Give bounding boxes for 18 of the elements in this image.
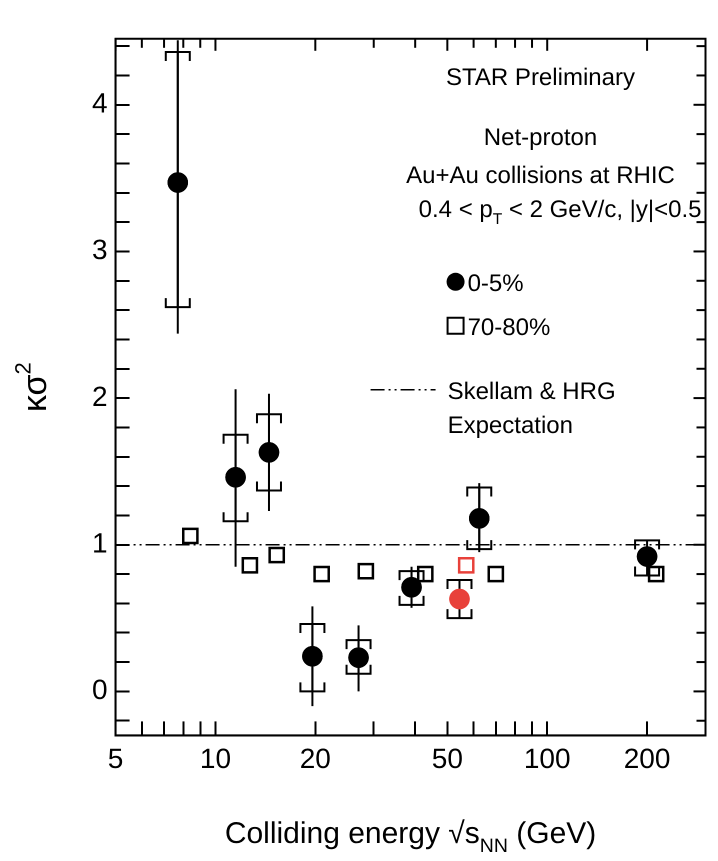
x-tick-label: 5 bbox=[108, 742, 124, 774]
legend-label: Skellam & HRG Expectation bbox=[448, 378, 616, 439]
y-tick-label: 0 bbox=[92, 674, 108, 706]
x-tick-label: 100 bbox=[524, 742, 571, 774]
annotation: Net-proton bbox=[484, 124, 598, 151]
legend-label: 0-5% bbox=[468, 270, 524, 297]
x-tick-label: 200 bbox=[624, 742, 670, 774]
annotation: STAR Preliminary bbox=[446, 64, 635, 91]
annotation: Au+Au collisions at RHIC bbox=[406, 162, 675, 189]
legend-label: 70-80% bbox=[468, 314, 550, 341]
x-tick-label: 10 bbox=[200, 742, 232, 774]
x-tick-label: 20 bbox=[300, 742, 331, 774]
y-axis-title: κσ2 bbox=[10, 362, 54, 412]
y-tick-label: 4 bbox=[92, 88, 108, 119]
y-tick-label: 1 bbox=[92, 527, 108, 558]
x-tick-label: 50 bbox=[432, 742, 463, 774]
y-tick-label: 2 bbox=[92, 380, 108, 412]
y-tick-label: 3 bbox=[92, 234, 108, 266]
